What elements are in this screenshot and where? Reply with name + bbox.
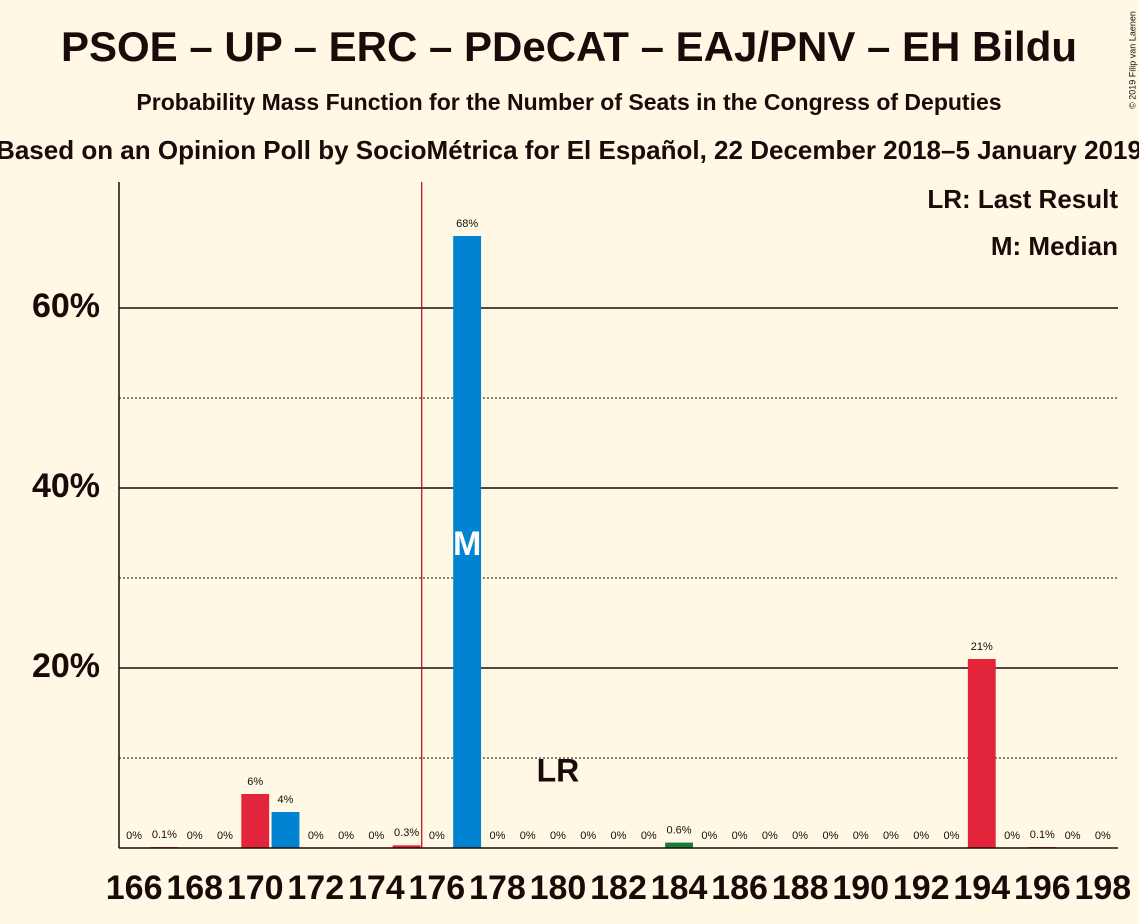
x-tick-label: 184 bbox=[651, 869, 708, 907]
value-label: 0% bbox=[580, 830, 596, 842]
value-label: 0% bbox=[1095, 830, 1111, 842]
x-tick-label: 186 bbox=[711, 869, 768, 907]
value-label: 0% bbox=[126, 830, 142, 842]
value-label: 0% bbox=[762, 830, 778, 842]
value-label: 0% bbox=[701, 830, 717, 842]
value-label: 0% bbox=[913, 830, 929, 842]
chart-source: Based on an Opinion Poll by SocioMétrica… bbox=[0, 135, 1139, 165]
x-tick-label: 188 bbox=[772, 869, 829, 907]
value-label: 0% bbox=[853, 830, 869, 842]
value-label: 0% bbox=[429, 830, 445, 842]
value-label: 0% bbox=[1004, 830, 1020, 842]
value-label: 0% bbox=[611, 830, 627, 842]
x-tick-label: 196 bbox=[1014, 869, 1071, 907]
value-label: 0% bbox=[883, 830, 899, 842]
x-tick-label: 182 bbox=[590, 869, 647, 907]
x-tick-label: 170 bbox=[227, 869, 284, 907]
value-label: 0% bbox=[217, 830, 233, 842]
value-label: 0.6% bbox=[667, 825, 692, 837]
y-tick-label: 60% bbox=[32, 287, 100, 325]
x-tick-label: 192 bbox=[893, 869, 950, 907]
value-label: 0% bbox=[338, 830, 354, 842]
legend-entry: M: Median bbox=[991, 231, 1118, 261]
value-label: 0% bbox=[1065, 830, 1081, 842]
x-tick-label: 198 bbox=[1074, 869, 1131, 907]
x-tick-label: 172 bbox=[287, 869, 344, 907]
value-label: 0% bbox=[308, 830, 324, 842]
value-label: 0% bbox=[550, 830, 566, 842]
copyright: © 2019 Filip van Laenen bbox=[1127, 11, 1137, 109]
value-label: 0% bbox=[187, 830, 203, 842]
x-tick-label: 174 bbox=[348, 869, 405, 907]
bar bbox=[453, 236, 482, 848]
value-label: 0% bbox=[641, 830, 657, 842]
x-tick-label: 178 bbox=[469, 869, 526, 907]
bar bbox=[665, 842, 693, 848]
value-label: 0.3% bbox=[394, 827, 419, 839]
y-tick-label: 20% bbox=[32, 647, 100, 685]
legend-entry: LR: Last Result bbox=[927, 184, 1118, 214]
value-label: 0% bbox=[792, 830, 808, 842]
value-label: 0% bbox=[944, 830, 960, 842]
x-tick-label: 190 bbox=[832, 869, 889, 907]
value-label: 0% bbox=[489, 830, 505, 842]
chart-subtitle: Probability Mass Function for the Number… bbox=[136, 89, 1001, 115]
chart-title: PSOE – UP – ERC – PDeCAT – EAJ/PNV – EH … bbox=[61, 23, 1077, 70]
value-label: 68% bbox=[456, 218, 478, 230]
value-label: 4% bbox=[278, 794, 294, 806]
value-label: 0.1% bbox=[1030, 829, 1055, 841]
x-tick-label: 180 bbox=[530, 869, 587, 907]
value-label: 0.1% bbox=[152, 829, 177, 841]
bar bbox=[271, 812, 300, 848]
median-marker: M bbox=[453, 525, 481, 563]
value-label: 6% bbox=[247, 776, 263, 788]
value-label: 0% bbox=[822, 830, 838, 842]
x-tick-label: 168 bbox=[166, 869, 223, 907]
value-label: 21% bbox=[971, 641, 993, 653]
y-tick-label: 40% bbox=[32, 467, 100, 505]
x-tick-label: 194 bbox=[953, 869, 1010, 907]
value-label: 0% bbox=[368, 830, 384, 842]
bar bbox=[241, 794, 270, 848]
x-tick-label: 176 bbox=[408, 869, 465, 907]
value-label: 0% bbox=[520, 830, 536, 842]
bar bbox=[967, 659, 996, 848]
x-tick-label: 166 bbox=[106, 869, 163, 907]
last-result-marker: LR bbox=[537, 752, 580, 788]
bar bbox=[392, 845, 421, 848]
value-label: 0% bbox=[732, 830, 748, 842]
